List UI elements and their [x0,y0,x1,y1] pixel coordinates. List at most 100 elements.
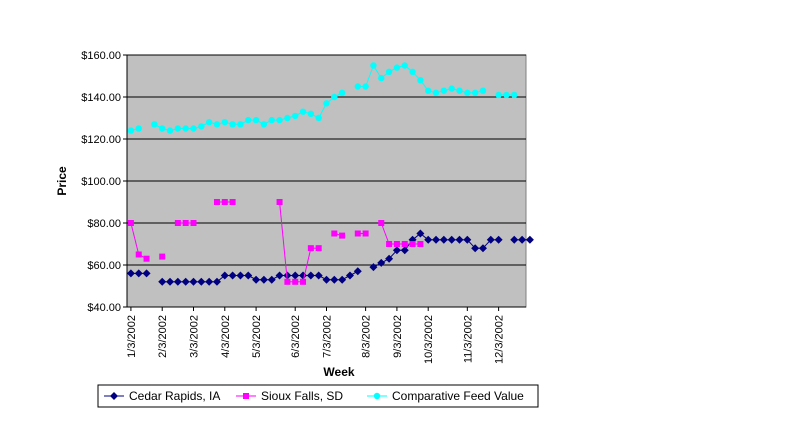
data-point [392,246,401,255]
data-point [494,235,503,244]
series-line-segment [279,201,288,282]
data-point [370,62,377,69]
x-axis-ticks: 1/3/2002 2/3/2002 3/3/2002 4/3/2002 5/3/2002… [126,307,506,364]
data-point [135,125,142,132]
data-point [315,114,322,122]
legend-marker [243,393,249,399]
data-point [362,230,369,237]
data-point [259,275,268,284]
data-point [229,199,236,205]
series-3 [127,62,518,134]
data-point [503,91,510,99]
data-point [306,271,315,280]
data-point [393,241,400,247]
data-point [244,271,253,280]
y-tick-label: $40.00 [87,302,121,314]
data-point [220,271,229,280]
data-point [354,230,361,237]
legend-entry-1: Cedar Rapids, IA [104,389,220,403]
series-layer [126,62,534,286]
data-point [330,275,339,284]
data-point [386,241,393,247]
legend-marker [110,392,118,400]
data-point [339,232,346,239]
data-point [268,116,275,124]
data-point [307,245,314,252]
data-point [292,112,299,120]
data-point [127,127,135,134]
x-tick-label: 6/3/2002 [290,315,302,358]
data-point [190,220,197,226]
data-point [245,116,252,124]
data-point [307,110,315,118]
series-line-segment [380,222,390,245]
data-point [425,87,432,94]
data-point [471,89,479,97]
x-tick-label: 12/3/2002 [494,315,506,364]
data-point [166,127,174,134]
data-point [283,271,292,280]
x-axis-title: Week [323,365,354,379]
x-tick-label: 5/3/2002 [251,315,263,358]
data-point [236,271,245,280]
data-point [354,83,361,90]
data-point [525,235,534,244]
data-point [174,125,182,132]
series-2 [127,199,424,285]
data-point [338,89,346,97]
x-tick-label: 1/3/2002 [126,315,138,358]
data-point [463,235,472,244]
data-point [292,278,299,285]
data-point [314,271,323,280]
data-point [377,258,386,267]
data-point [322,275,331,284]
data-point [400,246,409,255]
legend-label: Sioux Falls, SD [261,389,343,403]
series-line-segment [302,248,312,282]
data-point [212,277,221,286]
data-point [143,255,150,262]
data-point [159,125,166,132]
data-point [424,235,433,244]
x-tick-label: 8/3/2002 [361,315,373,358]
x-tick-label: 11/3/2002 [462,315,474,363]
data-point [331,93,338,101]
data-point [190,125,197,132]
data-point [495,91,502,99]
data-point [205,119,213,126]
data-point [331,230,338,237]
data-point [134,269,143,278]
data-point [213,121,221,128]
x-tick-label: 2/3/2002 [157,315,169,358]
data-point [213,199,220,205]
data-point [284,114,291,122]
data-point [221,119,228,126]
y-axis-ticks: $40.00 $60.00 $80.00 $100.00 $120.00 $140.00 $… [81,50,127,314]
data-point [417,77,424,84]
y-tick-label: $100.00 [81,176,121,188]
data-point [378,220,385,226]
data-point [456,87,463,94]
series-1 [126,229,534,286]
y-tick-label: $120.00 [81,134,121,146]
data-point [479,87,487,94]
y-axis-title: Price [55,166,69,196]
data-point [440,87,448,94]
data-point [181,277,190,286]
y-tick-label: $80.00 [87,218,121,230]
data-point [166,277,175,286]
data-point [284,278,291,285]
data-point [385,254,394,263]
data-point [455,235,464,244]
data-point [291,271,300,280]
data-point [417,241,424,247]
legend-entry-3: Comparative Feed Value [367,389,524,403]
data-point [393,64,401,71]
data-point [205,277,214,286]
data-point [275,271,284,280]
data-point [518,235,527,244]
data-point [299,108,307,115]
data-point [229,121,236,128]
data-point [362,83,369,90]
